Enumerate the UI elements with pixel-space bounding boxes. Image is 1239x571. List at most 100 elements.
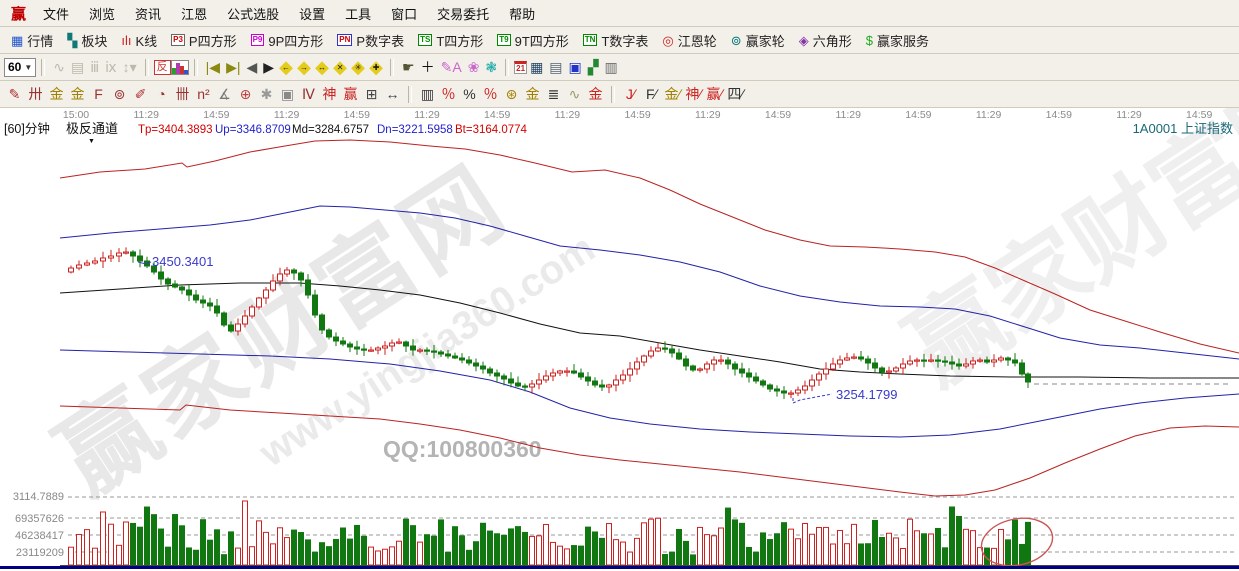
menu-item-帮助[interactable]: 帮助 [509, 6, 536, 22]
channel-line-Tp [59, 139, 1239, 354]
width-arrows-button[interactable]: ↔ [385, 86, 400, 102]
menu-item-设置[interactable]: 设置 [299, 6, 326, 22]
menu-item-资讯[interactable]: 资讯 [135, 6, 162, 22]
text-annotate-button[interactable]: ✎A [440, 58, 462, 75]
candle-body [739, 368, 745, 374]
n2-grid-button[interactable]: n² [197, 86, 210, 102]
j-angle-button[interactable]: J∕ [625, 86, 636, 102]
tool-blocks[interactable]: ▚ 板块 [67, 32, 108, 49]
wave-line-button[interactable]: ∿ [568, 86, 581, 102]
chart-area[interactable]: 赢家财富网 www.yingjia360.com 赢家财富网 QQ:100800360… [0, 54, 1239, 567]
tool-quotes[interactable]: ▦ 行情 [11, 32, 54, 49]
roman-4-button[interactable]: Ⅳ [302, 86, 315, 102]
shen-angle-button[interactable]: 神∕ [685, 86, 702, 102]
flower-tool-button[interactable]: ❀ [467, 58, 480, 75]
menu-item-窗口[interactable]: 窗口 [391, 6, 418, 22]
tool-kline[interactable]: ılı K线 [121, 32, 158, 49]
spiral-tool-button[interactable]: ⊚ [113, 86, 126, 102]
tool-winner-service[interactable]: $ 赢家服务 [865, 32, 929, 49]
menu-item-浏览[interactable]: 浏览 [89, 6, 116, 22]
percent-red-button[interactable]: ％ [483, 86, 498, 102]
comb-grid-button[interactable]: 卅 [28, 86, 43, 102]
save-button[interactable]: ▣ [568, 58, 582, 75]
angle-tool-button[interactable]: ∡ [218, 86, 231, 102]
candle-body [487, 368, 493, 374]
volume-bar [753, 551, 759, 566]
gold-angle-button[interactable]: 金∕ [664, 86, 681, 102]
expand-right-button[interactable]: ◆ → [297, 56, 311, 77]
candle-body [522, 385, 528, 388]
calculator-button[interactable]: ▦ [530, 58, 544, 75]
square-target-button[interactable]: ▣ [280, 86, 295, 102]
calendar-button[interactable]: 21 [514, 60, 528, 74]
volume-bar [424, 534, 430, 566]
ying-angle-button[interactable]: 赢∕ [706, 86, 723, 102]
si-angle-button[interactable]: 四∕ [727, 86, 744, 102]
step-forward-button[interactable]: ▶ [263, 58, 275, 75]
diamond-icon: ◆ [333, 56, 347, 77]
indicator-histogram-icon[interactable] [170, 59, 189, 75]
gold-circle-button[interactable]: ⊛ [505, 86, 518, 102]
skip-to-start-button[interactable]: |◀ [205, 58, 221, 75]
tool-hexagon[interactable]: ◈ 六角形 [798, 32, 852, 49]
gold-underline-button[interactable]: 金 [588, 86, 603, 102]
period-selector[interactable]: 60 ▼ [4, 57, 37, 77]
expand-both-button[interactable]: ◆ ↔ [315, 56, 329, 77]
tool-winner-wheel[interactable]: ⊚ 赢家轮 [730, 32, 785, 49]
grid-123-button[interactable]: ⊞ [365, 86, 378, 102]
pencil-grid-button[interactable]: ✐ [134, 86, 147, 102]
gold-line-button[interactable]: 金 [525, 86, 540, 102]
tool-gann-wheel[interactable]: ◎ 江恩轮 [662, 32, 717, 49]
notepad-button[interactable]: ▤ [549, 58, 563, 75]
tool-t-square[interactable]: TS T四方形 [418, 33, 484, 49]
hand-tool-button[interactable]: ☛ [402, 58, 415, 75]
percent-button[interactable]: % [463, 86, 476, 102]
volume-bar [732, 519, 738, 566]
network-button[interactable]: ▞ [587, 58, 599, 75]
tool-p-square[interactable]: P3 P四方形 [171, 33, 237, 49]
pattern-tool-button[interactable]: ❃ [485, 58, 498, 75]
jifan-channel-icon[interactable]: 反 [153, 59, 171, 75]
volume-bar [452, 526, 458, 566]
menu-item-文件[interactable]: 文件 [43, 6, 70, 22]
tool-t9-square[interactable]: T9 9T四方形 [497, 33, 569, 49]
step-back-button[interactable]: ◀ [246, 58, 258, 75]
tally-grid-button[interactable]: 卌 [175, 86, 190, 102]
volume-bar [438, 519, 444, 566]
percent-line-button[interactable]: ％ [441, 86, 456, 102]
gauge-tool-button[interactable]: ◔ [157, 86, 166, 102]
menu-item-工具[interactable]: 工具 [345, 6, 372, 22]
paint-tool-button[interactable]: ✎ [8, 86, 21, 102]
volume-bar [599, 537, 605, 566]
menu-item-交易委托[interactable]: 交易委托 [437, 6, 490, 22]
gold-grid-2-button[interactable]: 金 [70, 86, 85, 102]
tool-p-number[interactable]: PN P数字表 [337, 33, 405, 49]
shen-grid-button[interactable]: 神 [322, 86, 337, 102]
chip-panel-button[interactable]: ≣ [547, 86, 560, 102]
tool-p9-square[interactable]: P9 9P四方形 [250, 33, 324, 49]
star-target-button[interactable]: ✱ [260, 86, 273, 102]
candle-body [683, 358, 689, 367]
star-move-button[interactable]: ◆ ✳ [351, 56, 365, 77]
tool-t-number[interactable]: TN T数字表 [582, 33, 649, 49]
expand-left-button[interactable]: ◆ ← [279, 56, 293, 77]
f-angle-button[interactable]: F∕ [646, 86, 657, 102]
print-button[interactable]: ▥ [604, 58, 618, 75]
compress-button[interactable]: ◆ ✕ [333, 56, 347, 77]
candle-body [704, 363, 710, 370]
crosshair-tool-button[interactable]: ＋ [420, 59, 435, 75]
gold-grid-1-button[interactable]: 金 [49, 86, 64, 102]
menu-items: 文件 浏览 资讯 江恩 公式选股 设置 工具 窗口 交易委托 帮助 [33, 4, 545, 23]
cross-move-button[interactable]: ◆ ✚ [369, 56, 383, 77]
f-grid-button[interactable]: F [94, 86, 103, 102]
ying-grid-button[interactable]: 赢 [343, 86, 358, 102]
symbol-corner-label: 1A0001 上证指数 [1133, 121, 1233, 136]
skip-to-end-button[interactable]: ▶| [226, 58, 241, 75]
candle-body [970, 360, 976, 365]
menu-item-公式选股[interactable]: 公式选股 [227, 6, 280, 22]
compass-target-button[interactable]: ⊕ [239, 86, 252, 102]
ratio-panel-button[interactable]: ▥ [420, 86, 435, 102]
candle-body [956, 363, 962, 367]
menu-item-江恩[interactable]: 江恩 [181, 6, 208, 22]
